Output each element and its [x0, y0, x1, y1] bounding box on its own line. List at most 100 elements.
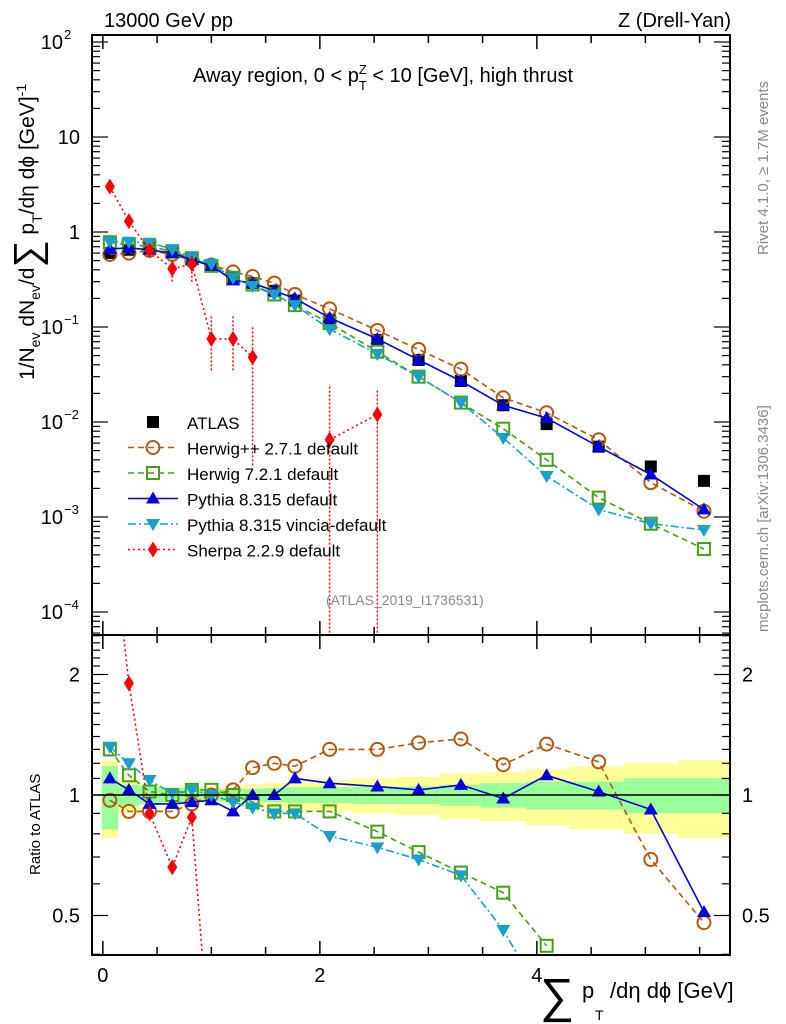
legend-item-pythia-8-315-vincia-default: Pythia 8.315 vincia-default: [128, 516, 387, 535]
ratio-point-herwig-2-7-1-default: [411, 735, 427, 751]
main-y-tick-label: 10: [41, 317, 63, 339]
ratio-point-sherpa-2-2-9-default: [144, 805, 155, 822]
x-tick-label: 4: [531, 965, 542, 987]
ratio-point-sherpa-2-2-9-default: [123, 675, 134, 692]
ratio-series-sherpa-2-2-9-default: [105, 507, 204, 954]
ratio-point-pythia-8-315-vincia-default: [370, 842, 385, 855]
ratio-point-pythia-8-315-default: [496, 791, 511, 804]
ratio-point-pythia-8-315-default: [226, 804, 241, 817]
legend-marker-atlas: [147, 416, 159, 428]
ratio-point-herwig-2-7-1-default: [266, 755, 282, 771]
main-point-sherpa-2-2-9-default: [372, 406, 383, 423]
ratio-point-pythia-8-315-default: [591, 784, 606, 797]
main-point-pythia-8-315-vincia-default: [643, 518, 658, 531]
main-point-herwig-7-2-1-default: [539, 452, 554, 467]
main-point-pythia-8-315-vincia-default: [204, 259, 219, 272]
ratio-line-sherpa-2-2-9-default: [122, 636, 204, 954]
svg-text:T: T: [595, 1007, 604, 1023]
legend-label: Pythia 8.315 vincia-default: [187, 516, 387, 535]
ratio-point-herwig-2-7-1-default: [102, 792, 118, 808]
legend-marker-pythia-8-315-default: [146, 491, 160, 504]
ratio-point-herwig-2-7-1-default: [643, 852, 659, 868]
ratio-point-pythia-8-315-default: [121, 782, 136, 795]
main-point-pythia-8-315-vincia-default: [696, 524, 711, 537]
legend-label: Herwig 7.2.1 default: [187, 465, 338, 484]
plot-title-text: Away region, 0 < pTZ < 10 [GeV], high th…: [193, 62, 573, 93]
main-point-pythia-8-315-vincia-default: [539, 471, 554, 484]
main-y-tick-label: 10: [58, 127, 80, 149]
main-y-tick-label: 10: [41, 32, 63, 54]
ratio-point-pythia-8-315-default: [184, 795, 199, 808]
ratio-line-herwig-2-7-1-default: [109, 738, 705, 924]
legend-label: ATLAS: [187, 414, 240, 433]
ratio-point-pythia-8-315-vincia-default: [453, 870, 468, 883]
main-line-pythia-8-315-vincia-default: [109, 240, 705, 531]
ratio-point-pythia-8-315-default: [245, 788, 260, 800]
main-point-pythia-8-315-vincia-default: [121, 236, 136, 249]
legend-item-pythia-8-315-default: Pythia 8.315 default: [128, 491, 338, 510]
main-point-pythia-8-315-default: [643, 467, 658, 480]
legend-marker-pythia-8-315-vincia-default: [146, 519, 160, 531]
ratio-point-pythia-8-315-vincia-default: [204, 790, 219, 802]
ratio-y-axis-label: Ratio to ATLAS: [27, 774, 44, 875]
main-point-sherpa-2-2-9-default: [144, 242, 155, 259]
legend: ATLAS Herwig++ 2.7.1 default Herwig 7.2.1 …: [128, 414, 387, 561]
ratio-point-pythia-8-315-vincia-default: [142, 775, 157, 788]
legend-marker-herwig-7-2-1-default: [146, 466, 160, 480]
main-point-pythia-8-315-vincia-default: [322, 324, 337, 337]
ratio-point-pythia-8-315-default: [411, 782, 426, 795]
legend-item-atlas: ATLAS: [147, 414, 240, 433]
ratio-point-herwig-7-2-1-default: [370, 824, 385, 839]
ratio-point-herwig-2-7-1-default: [453, 731, 469, 747]
main-point-pythia-8-315-vincia-default: [411, 371, 426, 384]
ratio-y-tick-label-right: 0.5: [742, 906, 770, 928]
main-point-pythia-8-315-vincia-default: [267, 289, 282, 302]
main-point-pythia-8-315-vincia-default: [453, 397, 468, 410]
svg-text:∑: ∑: [540, 970, 574, 1023]
main-y-tick-exponent: −3: [64, 502, 79, 517]
ratio-y-tick-label-left: 1: [69, 785, 80, 807]
ratio-point-pythia-8-315-vincia-default: [322, 830, 337, 843]
main-point-pythia-8-315-vincia-default: [496, 432, 511, 445]
main-line-sherpa-2-2-9-default: [329, 413, 378, 441]
main-point-pythia-8-315-default: [696, 502, 711, 515]
ratio-point-herwig-2-7-1-default: [591, 754, 607, 770]
ratio-point-pythia-8-315-default: [322, 776, 337, 789]
main-y-tick-exponent: 2: [64, 27, 71, 42]
main-point-pythia-8-315-vincia-default: [287, 300, 302, 313]
ratio-point-pythia-8-315-default: [287, 771, 302, 784]
x-tick-label: 2: [314, 965, 325, 987]
ratio-point-pythia-8-315-vincia-default: [496, 924, 511, 937]
main-point-pythia-8-315-vincia-default: [102, 236, 117, 249]
ratio-point-herwig-7-2-1-default: [539, 938, 554, 953]
main-point-pythia-8-315-default: [496, 398, 511, 411]
rivet-version-label: Rivet 4.1.0, ≥ 1.7M events: [755, 81, 772, 255]
ratio-line-herwig-7-2-1-default: [109, 748, 548, 947]
ratio-plot-series: [102, 507, 712, 954]
ratio-point-pythia-8-315-default: [453, 777, 468, 790]
ratio-point-herwig-2-7-1-default: [121, 803, 137, 819]
main-point-sherpa-2-2-9-default: [206, 330, 217, 347]
main-point-herwig-7-2-1-default: [496, 421, 511, 436]
main-point-sherpa-2-2-9-default: [104, 178, 115, 195]
legend-item-sherpa-2-2-9-default: Sherpa 2.2.9 default: [128, 541, 340, 561]
ratio-point-pythia-8-315-vincia-default: [287, 808, 302, 821]
ratio-point-herwig-2-7-1-default: [495, 757, 511, 773]
legend-label: Pythia 8.315 default: [187, 491, 338, 510]
analysis-id-label: (ATLAS_2019_I1736531): [326, 592, 484, 608]
x-tick-label: 0: [97, 965, 108, 987]
main-point-sherpa-2-2-9-default: [228, 330, 239, 347]
ratio-point-pythia-8-315-vincia-default: [226, 797, 241, 810]
main-point-pythia-8-315-default: [591, 439, 606, 452]
mcplots-source-label: mcplots.cern.ch [arXiv:1306.3436]: [755, 405, 772, 632]
legend-label: Herwig++ 2.7.1 default: [187, 440, 358, 459]
ratio-point-sherpa-2-2-9-default: [105, 507, 115, 523]
header-process-label: Z (Drell-Yan): [618, 10, 731, 32]
ratio-point-pythia-8-315-default: [370, 779, 385, 792]
main-point-atlas: [697, 474, 710, 487]
ratio-y-tick-label-right: 1: [742, 785, 753, 807]
ratio-point-pythia-8-315-default: [142, 796, 157, 809]
ratio-point-herwig-7-2-1-default: [496, 885, 511, 900]
